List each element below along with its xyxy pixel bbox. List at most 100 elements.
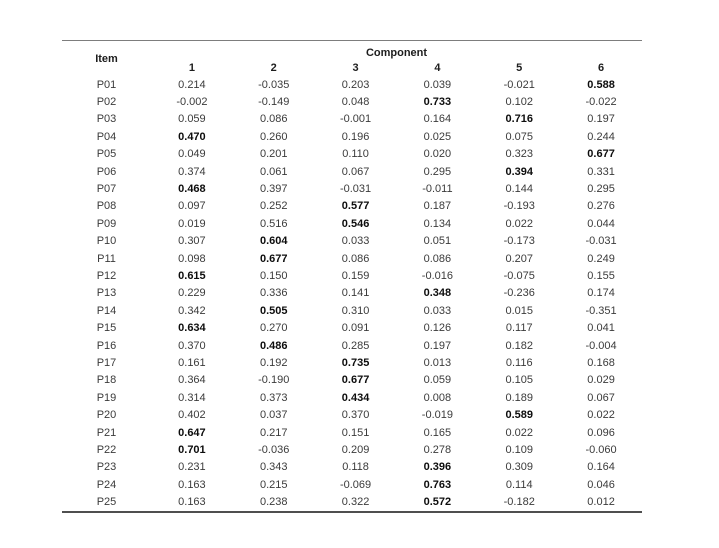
loading-value: 0.634 [178, 322, 206, 335]
loading-value: 0.097 [178, 200, 206, 213]
loading-value: 0.168 [587, 356, 615, 369]
loading-value: 0.307 [178, 235, 206, 248]
item-label: P09 [96, 217, 117, 230]
loading-value: 0.096 [587, 426, 615, 439]
loading-value: 0.370 [178, 339, 206, 352]
item-label: P06 [96, 165, 117, 178]
table-row: P12 0.615 0.150 0.159 -0.016 -0.075 0.155 [62, 267, 642, 284]
table-row: P15 0.634 0.270 0.091 0.126 0.117 0.041 [62, 319, 642, 336]
loading-value: 0.086 [259, 113, 288, 126]
loading-value: -0.173 [503, 235, 535, 248]
table-header: Item Component 1 2 3 4 5 6 [62, 41, 642, 77]
loading-value: 0.615 [178, 269, 206, 282]
item-label: P14 [96, 304, 117, 317]
loading-value: 0.348 [423, 287, 452, 300]
loading-value: 0.677 [341, 374, 370, 387]
loading-value: 0.048 [341, 96, 370, 109]
loading-value: 0.486 [259, 339, 288, 352]
loading-value: 0.118 [342, 461, 369, 474]
loading-value: -0.021 [503, 78, 535, 91]
loading-value: 0.044 [587, 217, 615, 230]
item-label: P05 [96, 148, 117, 161]
loading-value: 0.164 [423, 113, 452, 126]
loading-value: 0.151 [341, 426, 370, 439]
loading-value: 0.163 [178, 496, 206, 509]
loading-value: 0.059 [423, 374, 452, 387]
loading-value: 0.468 [178, 183, 206, 196]
loading-value: 0.577 [341, 200, 370, 213]
component-column-header: 6 [598, 61, 605, 74]
loading-value: 0.285 [341, 339, 370, 352]
table-row: P17 0.161 0.192 0.735 0.013 0.116 0.168 [62, 354, 642, 371]
loading-value: 0.394 [505, 165, 533, 178]
loading-value: 0.374 [178, 165, 206, 178]
table-row: P03 0.059 0.086 -0.001 0.164 0.716 0.197 [62, 111, 642, 128]
component-column-header: 5 [516, 61, 523, 74]
loading-value: -0.002 [176, 96, 208, 109]
loading-value: 0.314 [178, 391, 206, 404]
loading-value: 0.217 [259, 426, 288, 439]
loading-value: 0.604 [259, 235, 288, 248]
loading-value: 0.165 [423, 426, 452, 439]
loading-value: 0.033 [341, 235, 370, 248]
loading-value: 0.025 [423, 130, 452, 143]
table-body: P01 0.214 -0.035 0.203 0.039 -0.021 0.588 P02 -0… [62, 76, 642, 512]
loading-value: -0.031 [339, 183, 372, 196]
item-label: P11 [97, 252, 116, 265]
loading-value: -0.004 [585, 339, 617, 352]
loading-value: -0.019 [421, 409, 453, 422]
loading-value: 0.192 [259, 356, 288, 369]
loading-value: 0.763 [423, 478, 452, 491]
loading-value: 0.117 [505, 322, 533, 335]
loading-value: 0.295 [423, 165, 452, 178]
loading-value: 0.105 [505, 374, 533, 387]
loading-value: 0.229 [178, 287, 206, 300]
loading-value: 0.572 [423, 496, 452, 509]
loading-value: -0.182 [503, 496, 535, 509]
loading-value: 0.134 [423, 217, 452, 230]
loading-value: 0.110 [342, 148, 369, 161]
loading-value: 0.215 [259, 478, 288, 491]
loading-value: 0.276 [587, 200, 615, 213]
loading-value: -0.069 [339, 478, 372, 491]
loading-value: 0.196 [341, 130, 370, 143]
table-row: P14 0.342 0.505 0.310 0.033 0.015 -0.351 [62, 302, 642, 319]
loading-value: 0.197 [587, 113, 615, 126]
item-label: P20 [96, 409, 117, 422]
loading-value: 0.159 [341, 269, 370, 282]
loading-value: 0.114 [505, 478, 533, 491]
loading-value: -0.060 [585, 443, 617, 456]
loading-value: 0.331 [587, 165, 615, 178]
loading-value: 0.207 [505, 252, 533, 265]
loading-value: 0.012 [587, 496, 615, 509]
loading-value: 0.164 [587, 461, 615, 474]
loading-value: 0.029 [587, 374, 615, 387]
loading-value: 0.402 [178, 409, 206, 422]
item-label: P18 [96, 374, 117, 387]
loading-value: 0.323 [505, 148, 533, 161]
loading-value: 0.020 [423, 148, 452, 161]
loading-value: 0.022 [505, 217, 533, 230]
loading-value: -0.011 [422, 183, 453, 196]
table-row: P19 0.314 0.373 0.434 0.008 0.189 0.067 [62, 389, 642, 406]
loading-value: 0.109 [505, 443, 533, 456]
loading-value: 0.342 [178, 304, 206, 317]
loading-value: 0.141 [341, 287, 370, 300]
loading-value: -0.035 [258, 78, 290, 91]
component-column-header: 2 [270, 61, 277, 74]
loading-value: -0.351 [585, 304, 617, 317]
table-row: P21 0.647 0.217 0.151 0.165 0.022 0.096 [62, 424, 642, 441]
table-row: P18 0.364 -0.190 0.677 0.059 0.105 0.029 [62, 372, 642, 389]
table-row: P06 0.374 0.061 0.067 0.295 0.394 0.331 [62, 163, 642, 180]
table-row: P01 0.214 -0.035 0.203 0.039 -0.021 0.588 [62, 76, 642, 93]
loading-value: 0.309 [505, 461, 533, 474]
loading-value: 0.051 [423, 235, 452, 248]
item-label: P23 [96, 461, 117, 474]
loading-value: 0.733 [423, 96, 452, 109]
loading-value: 0.203 [341, 78, 370, 91]
table-row: P16 0.370 0.486 0.285 0.197 0.182 -0.004 [62, 337, 642, 354]
loading-value: 0.373 [259, 391, 288, 404]
component-column-header: 1 [188, 61, 195, 74]
component-column-header: 4 [434, 61, 441, 74]
item-label: P10 [96, 235, 117, 248]
